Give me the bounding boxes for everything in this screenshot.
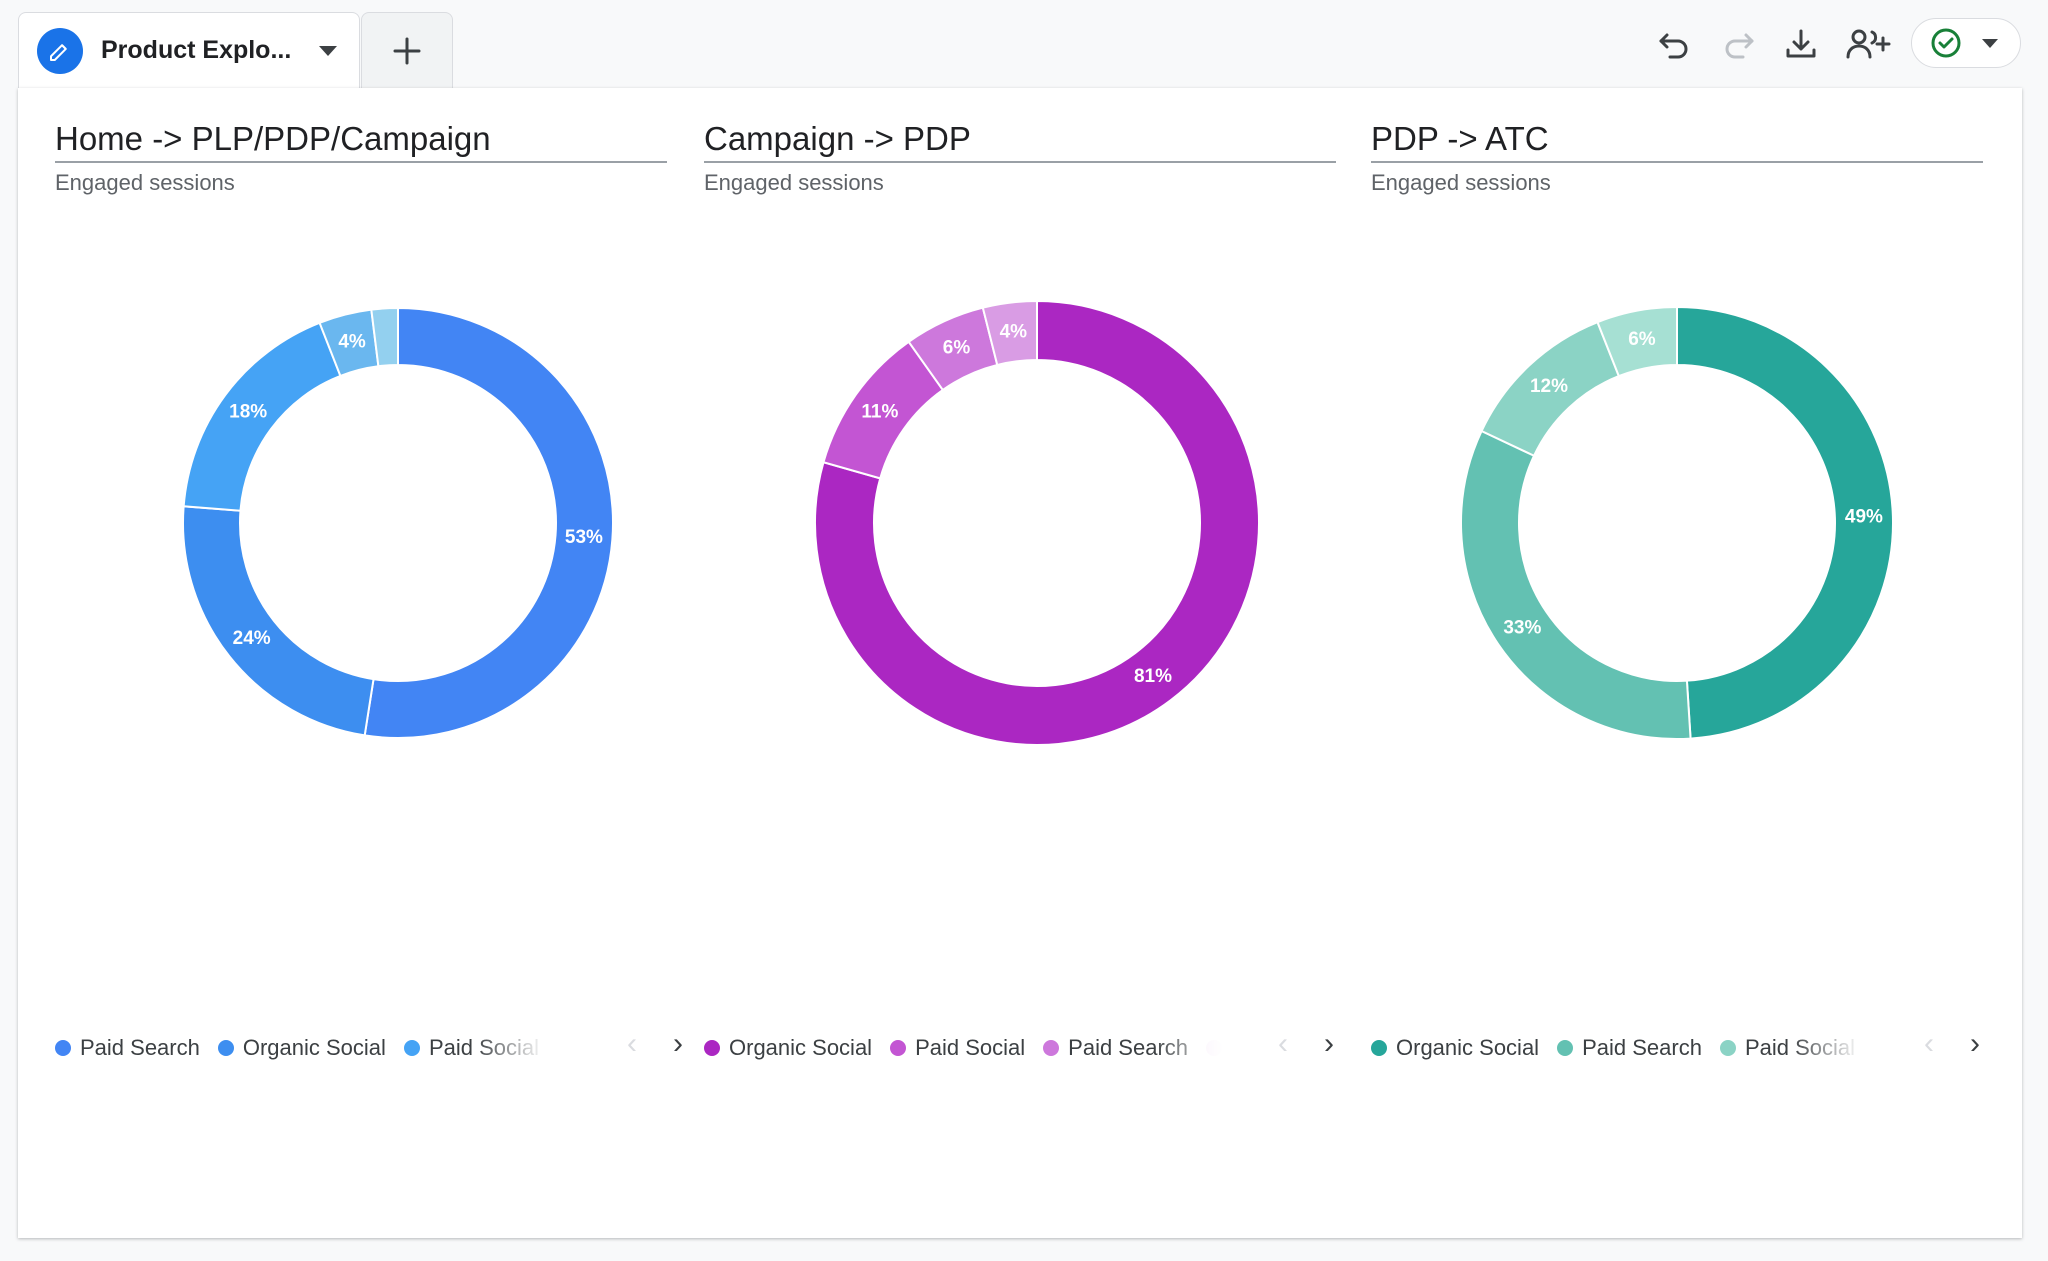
slice-label: 33%: [1503, 618, 1541, 639]
home-plp-chart[interactable]: Home -> PLP/PDP/Campaign Engaged sessions…: [55, 88, 683, 1238]
undo-button[interactable]: [1652, 22, 1696, 66]
legend-label: Organic Social: [1396, 1035, 1540, 1060]
legend-swatch: [1371, 1040, 1387, 1056]
slice-label: 53%: [565, 527, 603, 548]
donut-slice[interactable]: [1460, 429, 1692, 740]
chart-subtitle: Engaged sessions: [55, 170, 235, 195]
legend-label: Organic Social: [729, 1035, 873, 1060]
legend-swatch: [403, 1040, 420, 1056]
legend-next-button[interactable]: ›: [673, 1027, 683, 1060]
report-tab[interactable]: Product Explo...: [18, 12, 360, 88]
donut-slice[interactable]: [1596, 305, 1678, 378]
donut-slice[interactable]: [1676, 305, 1895, 740]
legend-swatch: [1557, 1040, 1574, 1056]
add-tab-button[interactable]: [361, 12, 453, 88]
chart-title: Home -> PLP/PDP/Campaign: [55, 120, 491, 157]
slice-label: 18%: [229, 401, 267, 422]
slice-label: 4%: [1000, 321, 1028, 342]
title-divider: [704, 161, 1336, 163]
pencil-icon[interactable]: [37, 27, 83, 74]
chevron-down-icon[interactable]: [319, 45, 338, 56]
legend-swatch: [55, 1040, 71, 1056]
legend-prev-button[interactable]: ‹: [1278, 1027, 1288, 1060]
donut-chart[interactable]: 49% 33% 12% 6%: [1371, 248, 1983, 968]
donut-chart[interactable]: 53% 24% 18% 4%: [55, 248, 667, 968]
download-button[interactable]: [1779, 22, 1823, 66]
slice-label: 6%: [943, 338, 971, 359]
legend-prev-button[interactable]: ‹: [627, 1027, 637, 1060]
chart-legend: Organic Social Paid Social Paid Search: [704, 1028, 1224, 1068]
legend-swatch: [1043, 1040, 1060, 1056]
check-circle-icon: [1931, 28, 1961, 58]
title-divider: [55, 161, 667, 163]
tab-title: Product Explo...: [101, 36, 292, 64]
legend-next-button[interactable]: ›: [1970, 1027, 1980, 1060]
legend-swatch: [217, 1040, 234, 1056]
slice-label: 11%: [861, 401, 898, 422]
donut-slice[interactable]: [363, 306, 614, 739]
legend-swatch: [1719, 1040, 1736, 1056]
legend-label: Organic Social: [242, 1035, 386, 1060]
legend-fade: [1791, 1028, 1861, 1068]
donut-chart[interactable]: 81% 11% 6% 4%: [704, 248, 1336, 968]
legend-prev-button[interactable]: ‹: [1924, 1027, 1934, 1060]
legend-label: Paid Social: [915, 1035, 1026, 1060]
chart-subtitle: Engaged sessions: [704, 170, 884, 195]
chart-title: Campaign -> PDP: [704, 120, 971, 157]
donut-slice[interactable]: [370, 306, 399, 368]
chart-subtitle: Engaged sessions: [1371, 170, 1551, 195]
download-icon: [1786, 29, 1816, 58]
slice-label: 81%: [1134, 666, 1172, 687]
legend-next-button[interactable]: ›: [1324, 1027, 1334, 1060]
slice-label: 12%: [1530, 376, 1568, 397]
chevron-down-icon[interactable]: [1982, 38, 1998, 48]
legend-swatch: [890, 1040, 907, 1056]
legend-item[interactable]: Paid Search: [55, 1035, 200, 1061]
slice-label: 6%: [1628, 329, 1656, 350]
redo-icon: [1725, 33, 1754, 59]
legend-item[interactable]: Paid Search: [1557, 1035, 1702, 1061]
legend-fade: [475, 1028, 545, 1068]
title-divider: [1371, 161, 1983, 163]
undo-icon: [1659, 33, 1688, 59]
legend-item[interactable]: Paid Social: [890, 1035, 1025, 1061]
donut-slice[interactable]: [814, 299, 1260, 746]
add-person-icon: [1846, 29, 1891, 59]
top-bar: Product Explo...: [0, 0, 2048, 90]
slice-label: 49%: [1845, 507, 1883, 528]
redo-button[interactable]: [1717, 22, 1761, 66]
legend-item[interactable]: Organic Social: [704, 1035, 872, 1061]
donut-slice[interactable]: [182, 505, 375, 737]
slice-label: 4%: [338, 332, 366, 353]
legend-label: Paid Search: [1582, 1035, 1702, 1060]
chart-title: PDP -> ATC: [1371, 120, 1549, 157]
pdp-atc-chart[interactable]: PDP -> ATC Engaged sessions 49% 33% 12% 6% Org…: [1371, 88, 1993, 1238]
legend-swatch: [704, 1040, 720, 1056]
legend-fade: [1154, 1028, 1224, 1068]
share-button[interactable]: [1844, 22, 1894, 66]
legend-label: Paid Search: [80, 1035, 200, 1060]
slice-label: 24%: [233, 628, 271, 649]
status-menu[interactable]: [1911, 18, 2021, 68]
legend-item[interactable]: Organic Social: [1371, 1035, 1539, 1061]
donut-slice[interactable]: [981, 299, 1038, 367]
legend-item[interactable]: Organic Social: [217, 1035, 386, 1061]
report-canvas: Home -> PLP/PDP/Campaign Engaged sessions…: [18, 88, 2022, 1238]
campaign-pdp-chart[interactable]: Campaign -> PDP Engaged sessions 81% 11% 6% 4…: [704, 88, 1346, 1238]
plus-icon: [393, 37, 421, 64]
